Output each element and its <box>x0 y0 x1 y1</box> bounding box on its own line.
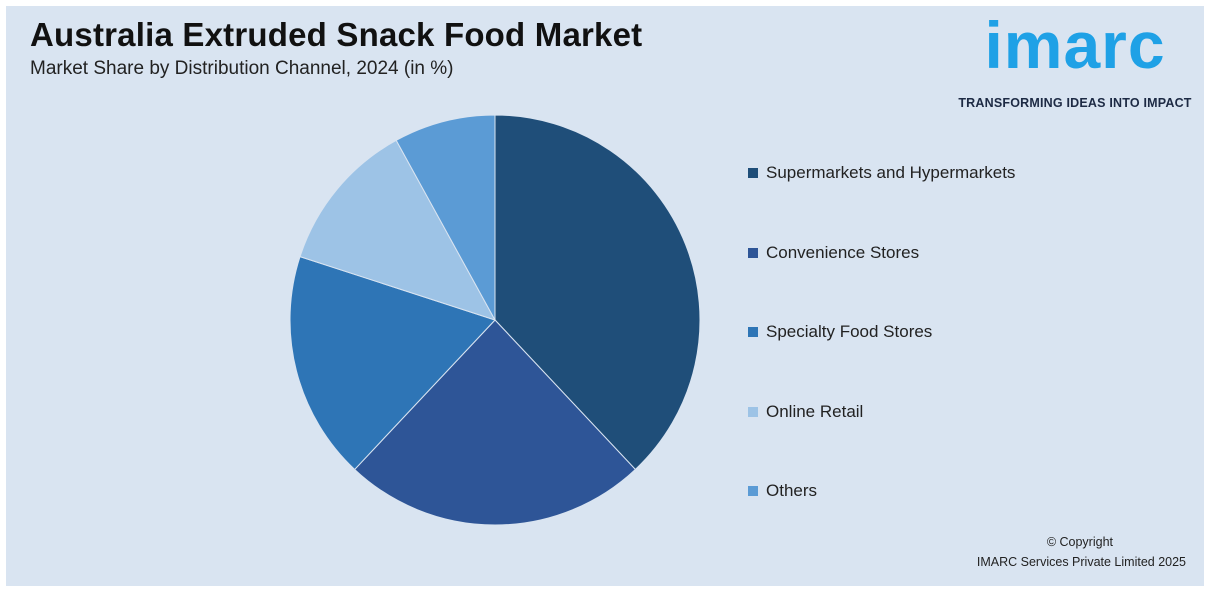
copyright-notice: © Copyright IMARC Services Private Limit… <box>977 532 1186 572</box>
copyright-line-1: © Copyright <box>1046 535 1113 549</box>
legend-swatch <box>748 168 758 178</box>
legend-swatch <box>748 406 758 417</box>
pie-slice-specialty-food-stores <box>289 256 496 471</box>
copyright-line-2: IMARC Services Private Limited 2025 <box>976 555 1186 569</box>
legend-item-convenience-stores: Convenience Stores <box>748 238 1015 268</box>
legend-item-others: Others <box>748 476 1015 506</box>
legend-swatch <box>748 247 758 258</box>
legend-label: Specialty Food Stores <box>766 322 933 341</box>
legend-swatch <box>748 486 758 496</box>
chart-title: Australia Extruded Snack Food Market <box>30 16 643 53</box>
logo-wordmark: imarc <box>984 8 1166 82</box>
legend-item-specialty-food-stores: Specialty Food Stores <box>748 317 1015 347</box>
chart-legend: Supermarkets and Hypermarkets Convenience… <box>748 158 1015 556</box>
legend-label: Supermarkets and Hypermarkets <box>766 163 1016 182</box>
legend-label: Convenience Stores <box>766 242 920 262</box>
pie-slice-convenience-stores <box>353 319 637 526</box>
chart-subtitle: Market Share by Distribution Channel, 20… <box>30 58 454 79</box>
legend-label: Online Retail <box>766 401 864 421</box>
pie-slice-others <box>395 114 496 321</box>
legend-item-online-retail: Online Retail <box>748 397 1015 427</box>
pie-slice-online-retail <box>299 139 497 321</box>
legend-swatch <box>748 327 758 337</box>
legend-item-supermarkets-and-hypermarkets: Supermarkets and Hypermarkets <box>748 158 1015 188</box>
legend-label: Others <box>766 481 818 500</box>
logo-tagline: TRANSFORMING IDEAS INTO IMPACT <box>958 96 1192 110</box>
pie-slice-supermarkets-and-hypermarkets <box>494 114 701 471</box>
imarc-logo: imarc TRANSFORMING IDEAS INTO IMPACT <box>955 10 1195 110</box>
